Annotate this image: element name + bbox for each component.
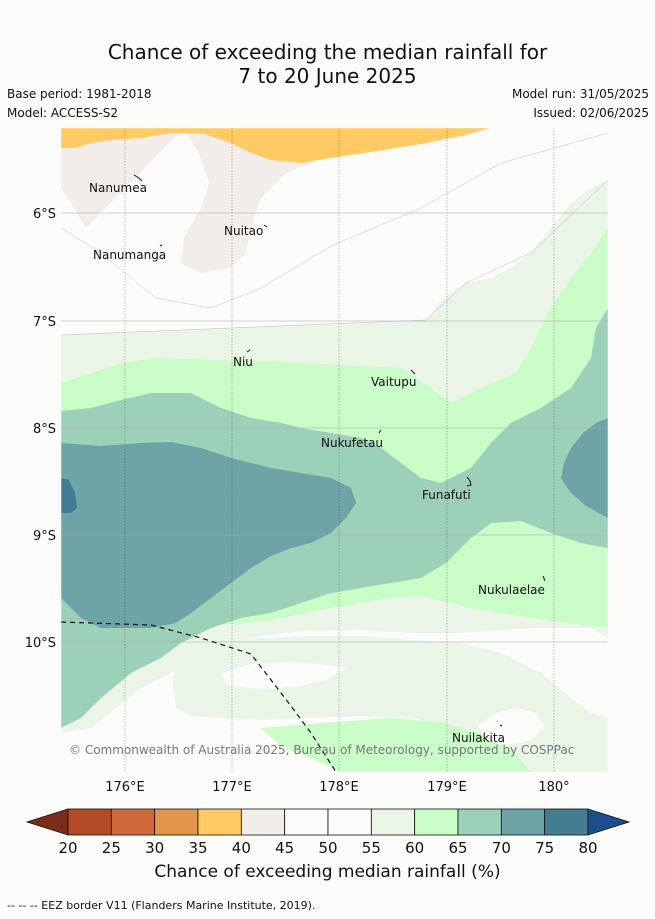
colorbar-ticks: 20 25 30 35 40 45 50 55 60 65 70 75 80	[58, 839, 597, 857]
lat-tick-8s: 8°S	[33, 422, 56, 437]
lon-tick-179e: 179°E	[427, 780, 467, 795]
lat-tick-9s: 9°S	[33, 529, 56, 544]
island-nanumanga-shape	[159, 244, 163, 247]
colorbar-tick-label: 80	[578, 839, 597, 857]
model-name: Model: ACCESS-S2	[7, 106, 119, 120]
island-nanumea-shape	[133, 174, 143, 182]
colorbar-swatch	[370, 808, 416, 836]
chart-title: Chance of exceeding the median rainfall …	[0, 40, 655, 88]
title-line-2: 7 to 20 June 2025	[238, 64, 417, 88]
island-vaitupu-shape	[410, 369, 416, 375]
region-35-40	[61, 128, 491, 163]
colorbar-tick-label: 65	[448, 839, 467, 857]
issued-date: Issued: 02/06/2025	[533, 106, 649, 120]
lon-tick-177e: 177°E	[212, 780, 252, 795]
colorbar-swatch	[284, 808, 329, 836]
place-label-nukulaelae: Nukulaelae	[478, 583, 545, 597]
eez-border	[61, 621, 337, 772]
region-75-80	[61, 478, 77, 513]
islands	[133, 174, 546, 727]
region-50-55-se	[478, 708, 544, 746]
colorbar-swatch	[110, 808, 156, 836]
colorbar-swatch	[500, 808, 546, 836]
colorbar-tick-label: 45	[275, 839, 294, 857]
region-60-65-south	[261, 718, 531, 772]
contour-55	[61, 179, 608, 336]
region-70-75-east	[561, 418, 608, 518]
colorbar-swatch	[67, 808, 112, 836]
gridlines	[124, 128, 555, 772]
contour-50	[61, 132, 608, 309]
colorbar-tick-label: 35	[188, 839, 207, 857]
model-run: Model run: 31/05/2025	[511, 87, 649, 101]
colorbar-tick-label: 30	[145, 839, 164, 857]
colorbar-extend-low	[25, 808, 69, 836]
colorbar-swatch	[457, 808, 502, 836]
island-nukulaelae-shape	[542, 575, 546, 582]
place-label-vaitupu: Vaitupu	[371, 375, 417, 389]
place-label-nanumea: Nanumea	[89, 181, 147, 195]
place-label-nuitao: Nuitao	[224, 224, 263, 238]
lat-tick-6s: 6°S	[33, 207, 56, 222]
place-labels: Nanumea Nuitao Nanumanga Niu Vaitupu Nuk…	[89, 181, 545, 745]
region-45-50-center	[181, 128, 361, 273]
island-niu-shape	[246, 349, 251, 353]
colorbar-tick-label: 40	[232, 839, 251, 857]
colorbar-swatch	[240, 808, 286, 836]
place-label-nanumanga: Nanumanga	[93, 248, 166, 262]
colorbar-tick-label: 25	[102, 839, 121, 857]
colorbar-tick-label: 55	[362, 839, 381, 857]
colorbar-swatch	[544, 808, 589, 836]
colorbar: 20 25 30 35 40 45 50 55 60 65 70 75 80	[25, 808, 631, 857]
colorbar-tick-label: 20	[58, 839, 77, 857]
place-label-funafuti: Funafuti	[422, 488, 471, 502]
island-nuilakita-shape	[499, 724, 503, 727]
colorbar-tick-label: 60	[405, 839, 424, 857]
colorbar-extend-high	[587, 808, 631, 836]
colorbar-tick-label: 70	[492, 839, 511, 857]
colorbar-swatch	[327, 808, 372, 836]
base-period: Base period: 1981-2018	[7, 87, 152, 101]
colorbar-swatch	[197, 808, 242, 836]
place-label-niu: Niu	[233, 355, 253, 369]
rainfall-map: Nanumea Nuitao Nanumanga Niu Vaitupu Nuk…	[61, 128, 608, 772]
colorbar-tick-label: 50	[318, 839, 337, 857]
lat-tick-10s: 10°S	[25, 636, 56, 651]
lon-tick-176e: 176°E	[105, 780, 145, 795]
eez-footnote: -- -- -- EEZ border V11 (Flanders Marine…	[7, 899, 316, 912]
place-label-nukufetau: Nukufetau	[321, 436, 383, 450]
lat-axis: 6°S 7°S 8°S 9°S 10°S	[25, 207, 56, 651]
lat-gridlines	[61, 212, 608, 643]
colorbar-swatch	[154, 808, 199, 836]
title-line-1: Chance of exceeding the median rainfall …	[107, 40, 548, 64]
lat-tick-7s: 7°S	[33, 315, 56, 330]
lon-axis: 176°E 177°E 178°E 179°E 180°	[105, 780, 569, 795]
colorbar-tick-label: 75	[535, 839, 554, 857]
contour-lines	[61, 132, 608, 336]
lon-tick-180: 180°	[538, 780, 569, 795]
colorbar-swatch	[414, 808, 459, 836]
place-label-nuilakita: Nuilakita	[452, 731, 505, 745]
island-funafuti-shape	[466, 476, 472, 487]
island-nuitao-shape	[263, 224, 268, 228]
copyright-credit: © Commonwealth of Australia 2025, Bureau…	[69, 743, 574, 757]
colorbar-swatches	[25, 808, 631, 836]
lon-tick-178e: 178°E	[319, 780, 359, 795]
island-nukufetau-shape	[378, 429, 382, 434]
colorbar-label: Chance of exceeding median rainfall (%)	[154, 862, 501, 882]
region-50-55-south	[221, 662, 346, 689]
